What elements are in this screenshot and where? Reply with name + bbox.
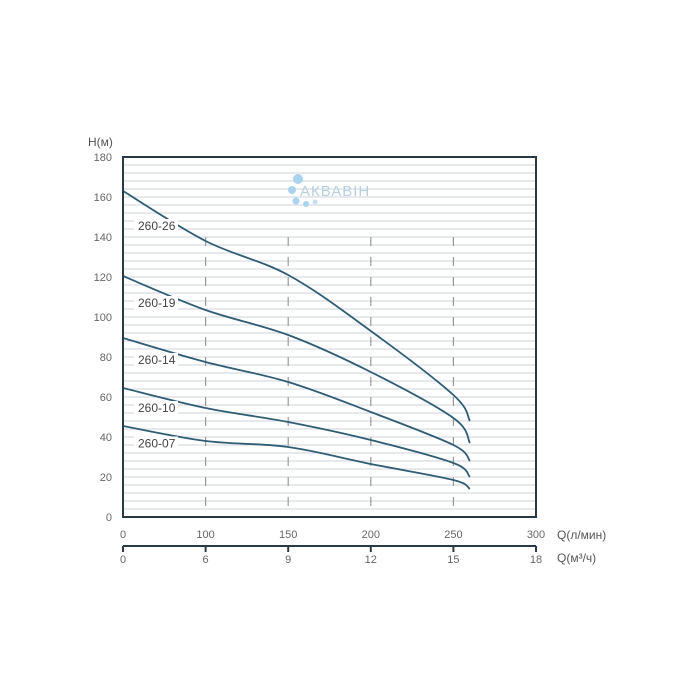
curves: 260-26 260-19 260-14 260-10 260-07 [122,190,471,490]
x2-tick-label: 9 [285,554,291,566]
x-tick-label: 0 [120,529,126,541]
y-tick-label: 0 [106,512,112,524]
y-tick-label: 60 [100,392,112,404]
curve-260-14 [122,337,471,462]
series-label: 260-10 [138,401,176,415]
curve-260-26 [122,190,471,422]
y-tick-label: 80 [100,352,112,364]
series-label: 260-19 [138,296,176,310]
logo-text: АКВАВІН [300,183,370,200]
y-axis-label: H(м) [88,135,113,149]
y-tick-label: 180 [94,152,112,164]
series-label: 260-26 [138,219,176,233]
y-tick-label: 160 [94,192,112,204]
x2-tick-label: 12 [365,554,377,566]
y-tick-label: 140 [94,232,112,244]
x2-tick-label: 6 [203,554,209,566]
x-tick-label: 200 [362,529,380,541]
label-bg [134,436,178,451]
y-tick-labels: 0 20 40 60 80 100 120 140 160 180 [94,152,112,524]
y-tick-label: 100 [94,312,112,324]
curve-260-10 [122,387,471,478]
x2-tick-label: 18 [530,554,542,566]
label-bg [134,296,178,310]
curve-260-19 [122,275,471,444]
label-bg [134,219,178,233]
y-tick-label: 40 [100,432,112,444]
plot-frame [122,156,537,518]
curve-260-07 [122,425,471,490]
dashed-verticals [205,237,454,517]
y-tick-label: 20 [100,472,112,484]
series-label: 260-14 [138,353,176,367]
y-tick-label: 120 [94,272,112,284]
x-tick-labels: 0 100 150 200 250 300 [120,529,545,541]
x2-tick-label: 15 [447,554,459,566]
x2-tick-labels: 0 6 9 12 15 18 [120,546,542,566]
label-bg [134,353,178,367]
x2-tick-label: 0 [120,554,126,566]
x-tick-label: 100 [196,529,214,541]
label-bg [134,401,178,415]
series-label: 260-07 [138,437,176,451]
x-tick-label: 150 [279,529,297,541]
x-tick-label: 250 [444,529,462,541]
grid [123,164,536,510]
x2-axis-label: Q(м³/ч) [557,551,596,565]
x-axis-label: Q(л/мин) [557,528,606,542]
akvavin-logo: АКВАВІН [288,174,370,207]
x-tick-label: 300 [527,529,545,541]
